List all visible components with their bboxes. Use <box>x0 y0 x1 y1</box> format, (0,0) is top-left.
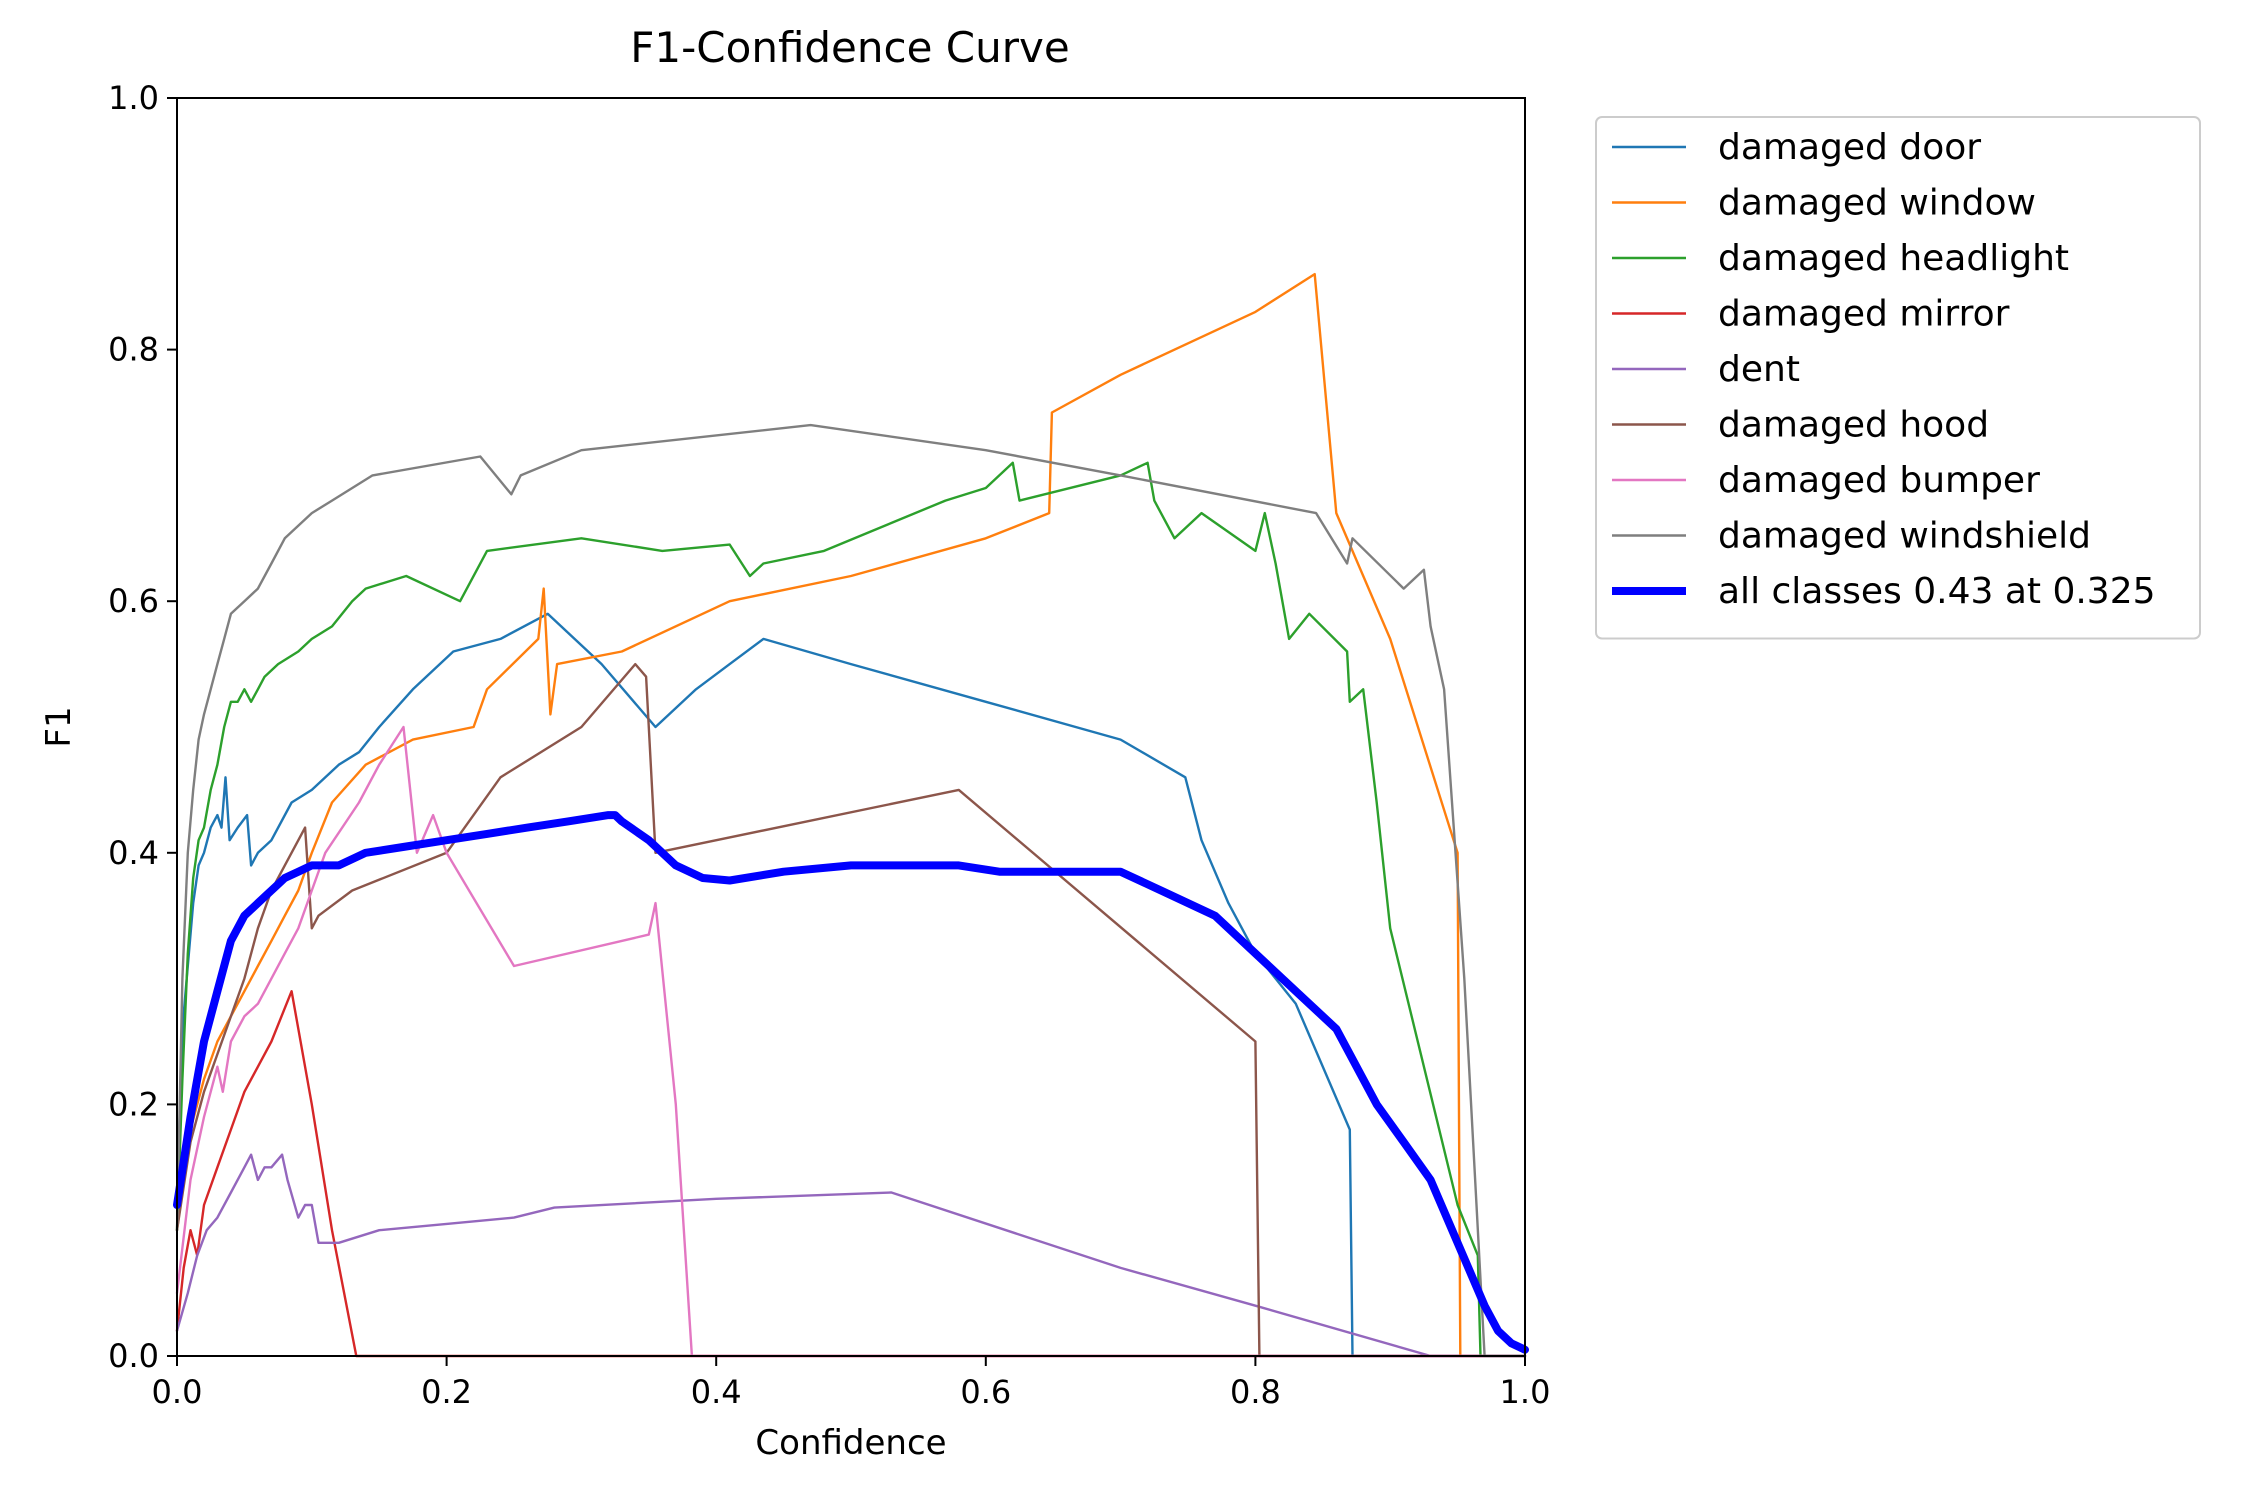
x-axis: 0.0 0.2 0.4 0.6 0.8 1.0 <box>152 1356 1551 1411</box>
y-tick-label: 0.2 <box>108 1085 159 1123</box>
y-tick-label: 0.6 <box>108 582 159 620</box>
legend-entry-label: dent <box>1718 349 1800 390</box>
legend-entry-label: damaged headlight <box>1718 238 2069 279</box>
series-line-4 <box>175 1153 1527 1358</box>
y-axis: 0.0 0.2 0.4 0.6 0.8 1.0 <box>108 79 177 1375</box>
y-tick-label: 0.8 <box>108 331 159 369</box>
series-line-5 <box>175 662 1527 1358</box>
series-line-6 <box>175 725 1527 1358</box>
series-line-1 <box>175 272 1527 1358</box>
y-tick-label: 0.4 <box>108 834 159 872</box>
x-tick-label: 0.0 <box>152 1373 203 1411</box>
x-tick-label: 0.4 <box>691 1373 742 1411</box>
series-line-0 <box>175 612 1527 1358</box>
chart-title: F1-Confidence Curve <box>630 23 1069 72</box>
legend-entry-label: damaged window <box>1718 183 2036 224</box>
legend-box <box>1595 116 2201 640</box>
legend-entry-label: damaged hood <box>1718 405 1989 446</box>
x-tick-label: 0.8 <box>1230 1373 1281 1411</box>
plot-frame <box>176 97 1526 1357</box>
legend-entry-label: damaged windshield <box>1718 516 2091 557</box>
legend-entry-label: damaged mirror <box>1718 294 2010 335</box>
series-line-8 <box>173 811 1529 1354</box>
legend-entry-label: damaged bumper <box>1718 460 2040 501</box>
legend: damaged door damaged window damaged headli… <box>1595 116 2201 640</box>
series-line-7 <box>175 423 1527 1358</box>
x-tick-label: 0.2 <box>421 1373 472 1411</box>
series-line-2 <box>175 461 1527 1358</box>
series-line-3 <box>175 990 1527 1358</box>
x-axis-label: Confidence <box>755 1423 946 1463</box>
x-tick-label: 0.6 <box>960 1373 1011 1411</box>
y-tick-label: 0.0 <box>108 1337 159 1375</box>
plot-area <box>173 272 1529 1358</box>
y-axis-label: F1 <box>39 706 79 747</box>
legend-entry-label: damaged door <box>1718 127 1981 168</box>
x-tick-label: 1.0 <box>1500 1373 1551 1411</box>
legend-entry-label: all classes 0.43 at 0.325 <box>1718 571 2156 612</box>
y-tick-label: 1.0 <box>108 79 159 117</box>
